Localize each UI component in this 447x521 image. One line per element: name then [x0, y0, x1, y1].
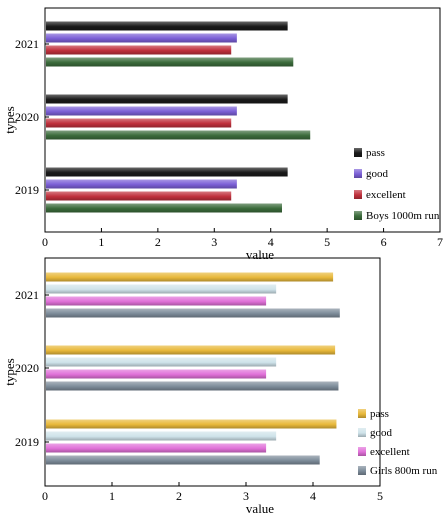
bar-pass: [46, 21, 288, 31]
chart-panel-1: 0 1 2 3 4 5 6 7 value types 2019 2020 2021 pass good ex…: [2, 7, 443, 262]
bar-good: [46, 357, 277, 367]
legend-swatch: [354, 211, 362, 220]
bar-pass: [46, 345, 336, 355]
legend-label: pass: [366, 147, 385, 159]
legend-swatch: [358, 409, 366, 418]
legend-swatch: [354, 169, 362, 178]
bar-pass: [46, 94, 288, 104]
bar-good: [46, 431, 277, 441]
bar-boys-1000m-run: [46, 203, 282, 213]
bar-excellent: [46, 45, 232, 55]
legend-label: excellent: [366, 189, 406, 201]
bar-excellent: [46, 369, 267, 379]
bar-boys-1000m-run: [46, 57, 294, 67]
bar-pass: [46, 419, 337, 429]
x-axis-label: value: [246, 501, 274, 516]
bar-pass: [46, 272, 334, 282]
x-tick-label: 1: [98, 235, 104, 249]
bar-girls-800m-run: [46, 381, 339, 391]
bar-excellent: [46, 191, 232, 201]
y-tick-label: 2020: [15, 361, 39, 375]
bar-excellent: [46, 443, 267, 453]
legend-label: good: [370, 427, 393, 439]
legend-swatch: [354, 190, 362, 199]
bar-excellent: [46, 296, 267, 306]
x-tick-label: 4: [268, 235, 274, 249]
x-tick-label: 3: [211, 235, 217, 249]
y-axis-label: types: [2, 106, 17, 133]
x-tick-label: 0: [42, 489, 48, 503]
legend-label: good: [366, 168, 389, 180]
y-tick-label: 2021: [15, 37, 39, 51]
legend-label: pass: [370, 408, 389, 420]
x-tick-label: 5: [377, 489, 383, 503]
y-tick-label: 2019: [15, 435, 39, 449]
bar-girls-800m-run: [46, 455, 320, 465]
legend-label: excellent: [370, 446, 410, 458]
bar-girls-800m-run: [46, 308, 340, 318]
legend-swatch: [358, 428, 366, 437]
legend-label: Girls 800m run: [370, 465, 438, 477]
bar-good: [46, 33, 237, 43]
bar-good: [46, 284, 277, 294]
plot-frame: [44, 257, 381, 487]
x-tick-label: 1: [109, 489, 115, 503]
y-axis-label: types: [2, 358, 17, 385]
x-tick-label: 5: [324, 235, 330, 249]
x-tick-label: 0: [42, 235, 48, 249]
bar-good: [46, 179, 237, 189]
legend-swatch: [358, 447, 366, 456]
plot-frame: [44, 7, 441, 233]
legend-swatch: [354, 148, 362, 157]
x-tick-label: 3: [243, 489, 249, 503]
bar-boys-1000m-run: [46, 130, 311, 140]
x-tick-label: 7: [437, 235, 443, 249]
bar-good: [46, 106, 237, 116]
x-axis-label: value: [246, 247, 274, 262]
y-tick-label: 2019: [15, 183, 39, 197]
x-tick-label: 2: [176, 489, 182, 503]
bar-excellent: [46, 118, 232, 128]
x-tick-label: 4: [310, 489, 316, 503]
y-tick-label: 2021: [15, 288, 39, 302]
legend-swatch: [358, 466, 366, 475]
chart-panel-2: 0 1 2 3 4 5 value types 2019 2020 2021 pass good exce…: [2, 257, 438, 516]
legend-label: Boys 1000m run: [366, 210, 440, 222]
x-tick-label: 6: [381, 235, 387, 249]
bar-pass: [46, 167, 288, 177]
y-tick-label: 2020: [15, 110, 39, 124]
x-tick-label: 2: [155, 235, 161, 249]
